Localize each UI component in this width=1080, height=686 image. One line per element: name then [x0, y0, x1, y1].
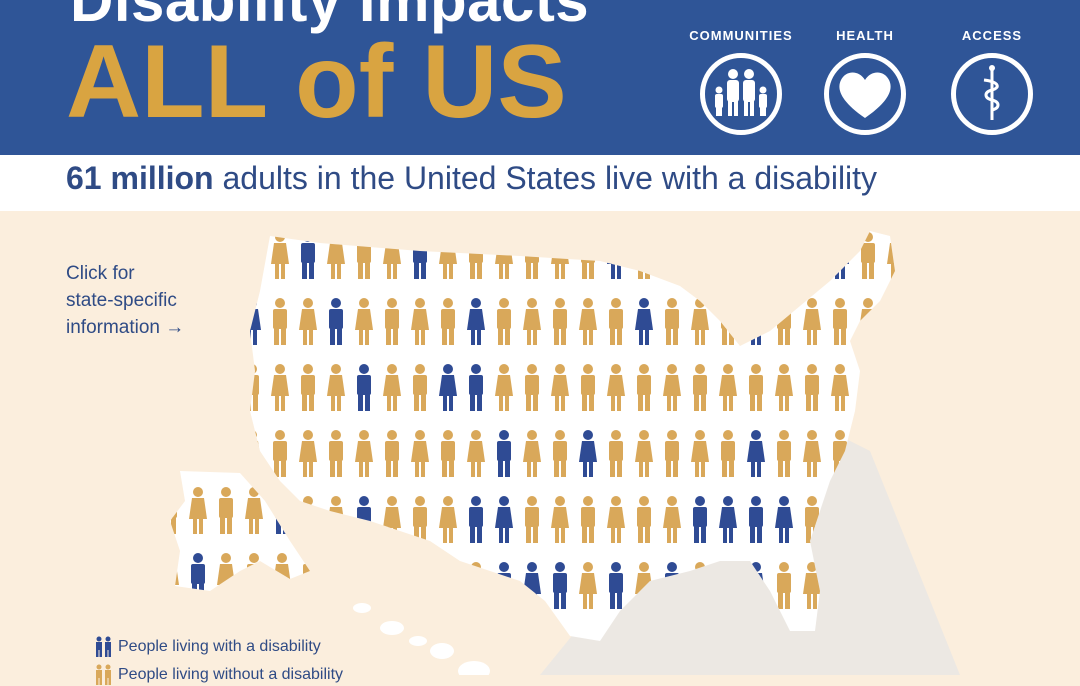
title-line-1: Disability Impacts: [70, 0, 590, 34]
us-map[interactable]: [0, 211, 1080, 681]
legend-gold-people-icon: [96, 664, 111, 685]
hawaii-map[interactable]: [353, 603, 490, 681]
person-figure: [663, 232, 681, 279]
person-figure: [385, 562, 399, 609]
person-figure: [719, 232, 737, 279]
legend-without-disability-label: People living without a disability: [118, 666, 344, 683]
legend-with-disability: People living with a disability: [94, 636, 321, 658]
person-figure: [749, 232, 763, 279]
person-figure: [275, 487, 289, 534]
person-figure: [805, 232, 819, 279]
subtitle-text: adults in the United States live with a …: [213, 160, 878, 196]
family-icon: [700, 53, 782, 135]
person-figure: [250, 562, 261, 609]
click-note-line-2: state-specific: [66, 290, 177, 311]
person-figure: [355, 562, 373, 609]
person-figure: [170, 487, 177, 534]
access-badge: ACCESS: [937, 28, 1047, 135]
person-figure: [889, 298, 895, 345]
subtitle: 61 million adults in the United States l…: [66, 160, 877, 197]
health-label: HEALTH: [836, 28, 894, 43]
health-badge: HEALTH: [810, 28, 920, 135]
access-label: ACCESS: [961, 28, 1023, 43]
person-figure: [693, 232, 707, 279]
person-figure: [441, 562, 455, 609]
subtitle-bar: [0, 155, 1080, 211]
click-note-line-3: information →: [66, 317, 185, 338]
caduceus-icon: [951, 53, 1033, 135]
title-line-2: ALL of US: [66, 24, 567, 140]
person-figure: [329, 562, 343, 609]
legend-navy-people-icon: [96, 636, 111, 657]
person-figure: [861, 364, 875, 411]
person-figure: [303, 553, 310, 591]
communities-badge: COMMUNITIES: [686, 28, 796, 135]
person-figure: [170, 553, 179, 591]
person-figure: [637, 232, 651, 279]
person-figure: [411, 562, 429, 609]
legend-with-disability-label: People living with a disability: [118, 638, 321, 655]
heart-icon: [824, 53, 906, 135]
mainland-map[interactable]: [240, 221, 910, 651]
communities-label: COMMUNITIES: [689, 28, 793, 43]
person-figure: [467, 562, 485, 609]
click-note-line-1: Click for: [66, 263, 135, 284]
person-figure: [889, 430, 895, 477]
header-banner: Disability Impacts ALL of US COMMUNITIES…: [0, 0, 1080, 155]
subtitle-count: 61 million: [66, 160, 214, 196]
person-figure: [775, 232, 793, 279]
person-figure: [250, 232, 259, 279]
person-figure: [887, 364, 895, 411]
state-info-link[interactable]: Click for state-specific information →: [66, 260, 236, 341]
legend-without-disability: People living without a disability: [94, 664, 343, 686]
